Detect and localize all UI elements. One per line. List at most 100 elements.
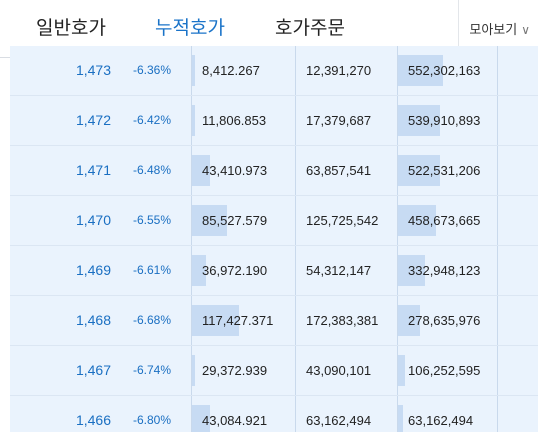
cumulative-amount-cell-value: 278,635,976 (408, 313, 481, 328)
column-divider (497, 246, 498, 295)
price-cell[interactable]: 1,468 (75, 312, 111, 328)
depth-bar (398, 55, 443, 86)
depth-bar (398, 405, 403, 432)
depth-bar (192, 305, 239, 336)
depth-bar (398, 155, 440, 186)
cumulative-quantity-cell: 172,383,381 (295, 296, 398, 345)
quantity-cell-value: 36,972.190 (202, 263, 268, 278)
quantity-cell-value: 43,410.973 (202, 163, 268, 178)
cumulative-quantity-cell-value: 63,857,541 (306, 163, 372, 178)
price-cell[interactable]: 1,467 (75, 362, 111, 378)
orderbook-row[interactable]: 1,471 -6.48% 43,410.973 63,857,541 522,531,2… (10, 146, 538, 196)
quantity-cell: 43,410.973 (191, 146, 296, 195)
quantity-cell-value: 85,527.579 (202, 213, 268, 228)
view-all-dropdown[interactable]: 모아보기 ∨ (458, 0, 530, 58)
quantity-cell-value: 29,372.939 (202, 363, 268, 378)
orderbook-row[interactable]: 1,470 -6.55% 85,527.579 125,725,542 458,673,… (10, 196, 538, 246)
cumulative-quantity-cell: 17,379,687 (295, 96, 398, 145)
orderbook-row[interactable]: 1,472 -6.42% 11,806.853 17,379,687 539,910,8… (10, 96, 538, 146)
cumulative-quantity-cell-value: 125,725,542 (306, 213, 379, 228)
tab-order-entry[interactable]: 호가주문 (275, 18, 345, 39)
tab-general-orderbook[interactable]: 일반호가 (36, 18, 106, 39)
orderbook-row[interactable]: 1,468 -6.68% 117,427.371 172,383,381 278,635… (10, 296, 538, 346)
quantity-cell: 85,527.579 (191, 196, 296, 245)
cumulative-quantity-cell-value: 12,391,270 (306, 63, 372, 78)
cumulative-quantity-cell-value: 43,090,101 (306, 363, 372, 378)
quantity-cell: 43,084.921 (191, 396, 296, 432)
cumulative-amount-cell: 332,948,123 (397, 246, 498, 295)
view-all-label: 모아보기 (469, 22, 518, 37)
chevron-down-icon: ∨ (521, 23, 530, 37)
quantity-cell-value: 8,412.267 (202, 63, 260, 78)
cumulative-amount-cell: 552,302,163 (397, 46, 498, 95)
cumulative-amount-cell-value: 106,252,595 (408, 363, 481, 378)
cumulative-quantity-cell-value: 54,312,147 (306, 263, 372, 278)
price-cell[interactable]: 1,466 (75, 412, 111, 428)
change-rate-cell: -6.74% (132, 363, 171, 377)
depth-bar (398, 105, 440, 136)
quantity-cell: 8,412.267 (191, 46, 296, 95)
column-divider (497, 346, 498, 395)
depth-bar (398, 205, 436, 236)
cumulative-quantity-cell: 63,162,494 (295, 396, 398, 432)
quantity-cell-value: 117,427.371 (202, 313, 274, 328)
cumulative-amount-cell-value: 552,302,163 (408, 63, 481, 78)
price-cell[interactable]: 1,471 (75, 162, 111, 178)
cumulative-quantity-cell: 54,312,147 (295, 246, 398, 295)
cumulative-quantity-cell: 43,090,101 (295, 346, 398, 395)
depth-bar (192, 205, 227, 236)
price-cell[interactable]: 1,472 (75, 112, 111, 128)
quantity-cell-value: 43,084.921 (202, 413, 268, 428)
price-cell[interactable]: 1,470 (75, 212, 111, 228)
change-rate-cell: -6.42% (132, 113, 171, 127)
cumulative-quantity-cell: 12,391,270 (295, 46, 398, 95)
quantity-cell: 11,806.853 (191, 96, 296, 145)
orderbook-row[interactable]: 1,466 -6.80% 43,084.921 63,162,494 63,162,49… (10, 396, 538, 432)
column-divider (497, 96, 498, 145)
cumulative-amount-cell: 522,531,206 (397, 146, 498, 195)
quantity-cell-value: 11,806.853 (202, 113, 267, 128)
depth-bar (192, 405, 210, 432)
column-divider (497, 296, 498, 345)
cumulative-amount-cell: 539,910,893 (397, 96, 498, 145)
depth-bar (192, 255, 206, 286)
cumulative-amount-cell-value: 332,948,123 (408, 263, 481, 278)
depth-bar (398, 355, 405, 386)
cumulative-quantity-cell-value: 63,162,494 (306, 413, 372, 428)
change-rate-cell: -6.61% (132, 263, 171, 277)
column-divider (497, 46, 498, 95)
cumulative-amount-cell-value: 63,162,494 (408, 413, 474, 428)
depth-bar (192, 155, 210, 186)
column-divider (497, 146, 498, 195)
change-rate-cell: -6.36% (132, 63, 171, 77)
cumulative-quantity-cell-value: 172,383,381 (306, 313, 379, 328)
quantity-cell: 36,972.190 (191, 246, 296, 295)
quantity-cell: 117,427.371 (191, 296, 296, 345)
change-rate-cell: -6.68% (132, 313, 171, 327)
orderbook-row[interactable]: 1,473 -6.36% 8,412.267 12,391,270 552,302,16… (10, 46, 538, 96)
change-rate-cell: -6.48% (132, 163, 171, 177)
column-divider (497, 396, 498, 432)
cumulative-amount-cell: 106,252,595 (397, 346, 498, 395)
orderbook-row[interactable]: 1,467 -6.74% 29,372.939 43,090,101 106,252,5… (10, 346, 538, 396)
orderbook-row[interactable]: 1,469 -6.61% 36,972.190 54,312,147 332,948,1… (10, 246, 538, 296)
cumulative-amount-cell: 278,635,976 (397, 296, 498, 345)
orderbook-table[interactable]: 1,473 -6.36% 8,412.267 12,391,270 552,302,16… (10, 46, 538, 432)
depth-bar (192, 355, 195, 386)
change-rate-cell: -6.55% (132, 213, 171, 227)
price-cell[interactable]: 1,469 (75, 262, 111, 278)
cumulative-amount-cell: 63,162,494 (397, 396, 498, 432)
cumulative-quantity-cell: 63,857,541 (295, 146, 398, 195)
cumulative-amount-cell: 458,673,665 (397, 196, 498, 245)
cumulative-quantity-cell: 125,725,542 (295, 196, 398, 245)
cumulative-amount-cell-value: 539,910,893 (408, 113, 481, 128)
cumulative-amount-cell-value: 458,673,665 (408, 213, 481, 228)
price-cell[interactable]: 1,473 (75, 62, 111, 78)
depth-bar (192, 55, 195, 86)
quantity-cell: 29,372.939 (191, 346, 296, 395)
column-divider (497, 196, 498, 245)
depth-bar (398, 255, 425, 286)
cumulative-amount-cell-value: 522,531,206 (408, 163, 481, 178)
depth-bar (398, 305, 420, 336)
depth-bar (192, 105, 195, 136)
